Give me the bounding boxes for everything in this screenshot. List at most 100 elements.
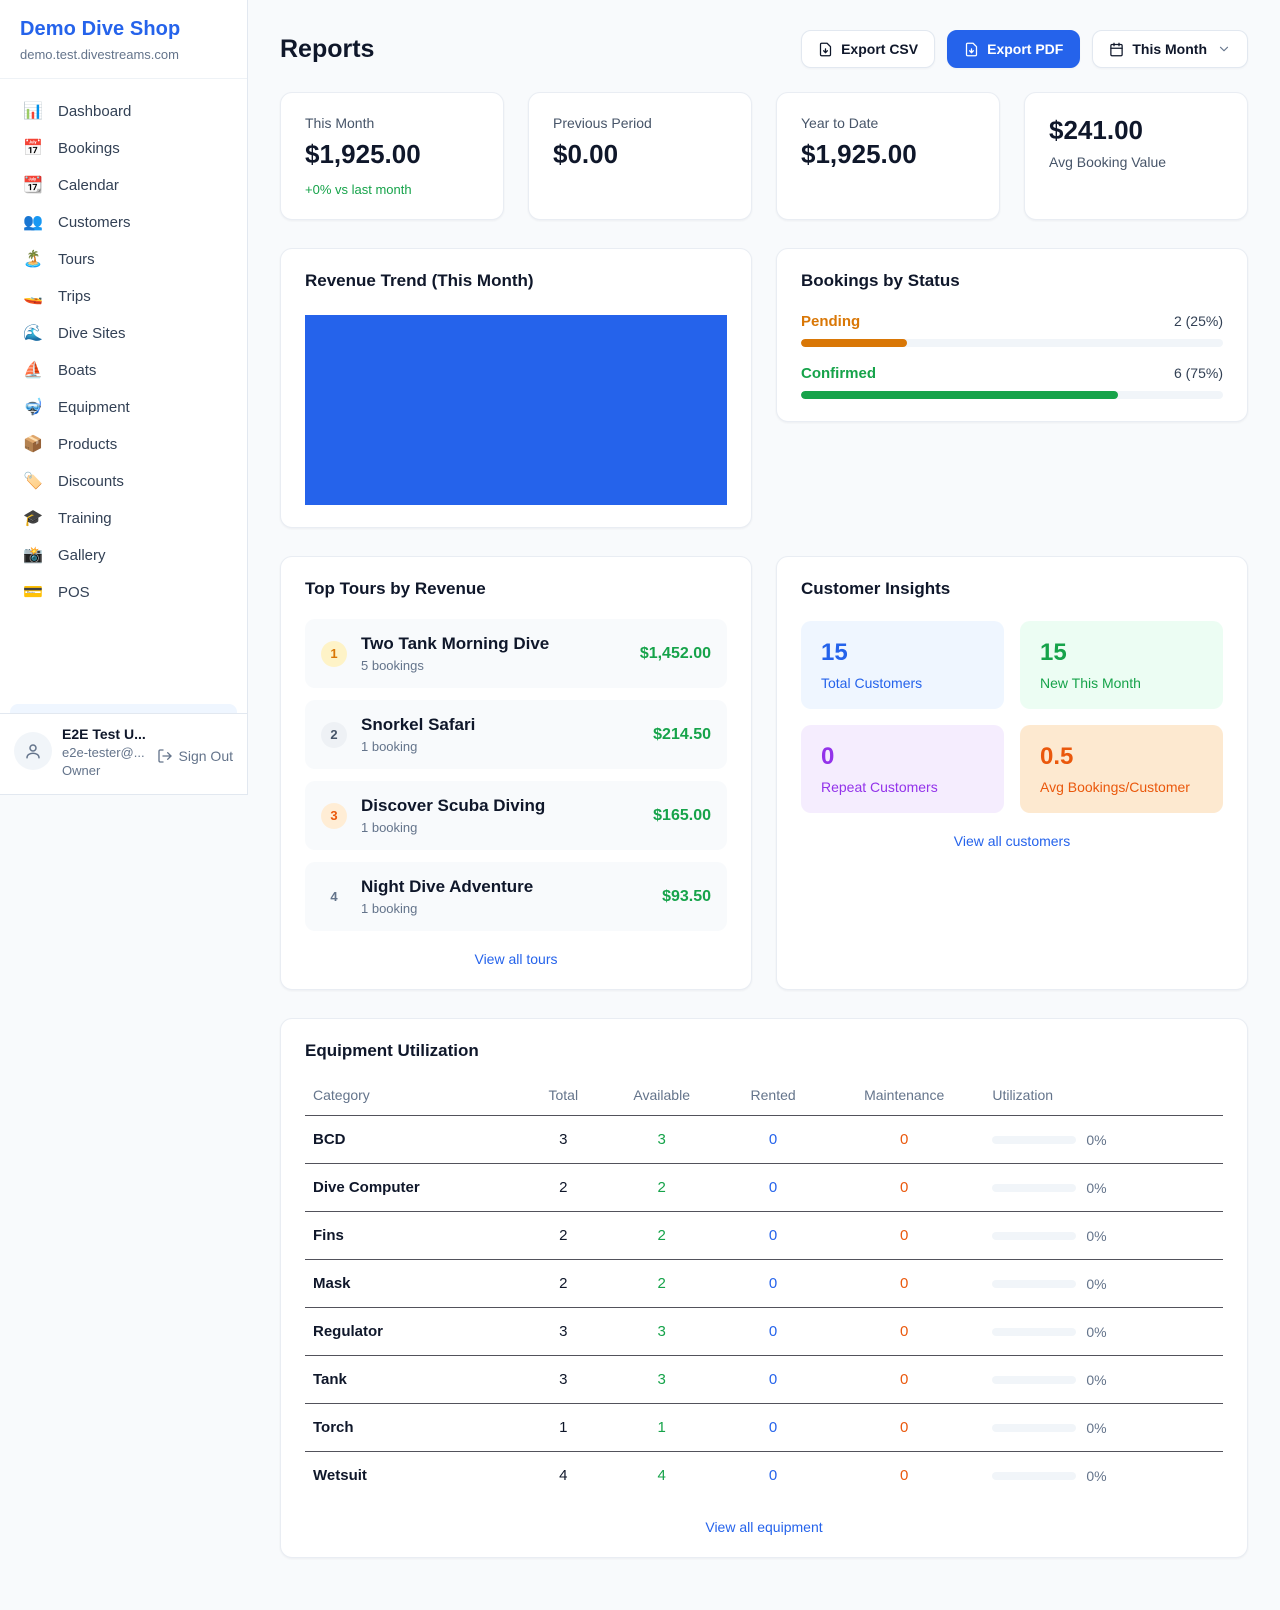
equipment-icon: 🤿: [23, 398, 43, 416]
equipment-category: Fins: [305, 1211, 526, 1260]
stat-value: $1,925.00: [801, 139, 917, 169]
table-row-torch: Torch 1 1 0 0 0%: [305, 1403, 1223, 1452]
utilization-wrap: 0%: [992, 1132, 1215, 1148]
tour-revenue: $165.00: [653, 806, 711, 824]
utilization-percent: 0%: [1086, 1371, 1107, 1388]
equipment-available: 3: [601, 1115, 723, 1164]
sidebar-item-tours[interactable]: 🏝️ Tours: [12, 241, 235, 278]
page-title: Reports: [280, 34, 375, 63]
equipment-available: 3: [601, 1307, 723, 1356]
chevron-down-icon: [1217, 42, 1231, 56]
equipment-maintenance: 0: [824, 1355, 985, 1404]
sidebar-item-pos[interactable]: 💳 POS: [12, 574, 235, 611]
gallery-icon: 📸: [23, 546, 43, 564]
equipment-maintenance: 0: [824, 1403, 985, 1452]
stat-card-previous-period: Previous Period $0.00: [528, 92, 752, 220]
tour-bookings-count: 1 booking: [361, 739, 418, 754]
equipment-maintenance: 0: [824, 1259, 985, 1308]
equipment-available: 4: [657, 1467, 666, 1484]
utilization-percent: 0%: [1086, 1275, 1107, 1292]
equipment-category: Tank: [305, 1355, 526, 1404]
sidebar-item-dashboard[interactable]: 📊 Dashboard: [12, 93, 235, 130]
equipment-utilization: 0%: [984, 1307, 1223, 1356]
sidebar-item-label: Training: [58, 510, 112, 527]
sidebar-item-equipment[interactable]: 🤿 Equipment: [12, 389, 235, 426]
period-dropdown[interactable]: This Month: [1092, 30, 1248, 68]
tour-row-snorkel-safari: 2 Snorkel Safari 1 booking $214.50: [305, 700, 727, 769]
stat-value: $0.00: [553, 139, 619, 169]
sign-out-button[interactable]: Sign Out: [157, 748, 233, 764]
equipment-utilization: 0%: [984, 1452, 1223, 1500]
table-row-mask: Mask 2 2 0 0 0%: [305, 1259, 1223, 1308]
equipment-category: BCD: [305, 1115, 526, 1164]
view-all-customers-link[interactable]: View all customers: [953, 833, 1071, 849]
sidebar-item-products[interactable]: 📦 Products: [12, 426, 235, 463]
revenue-trend-chart: [305, 315, 727, 505]
tour-revenue: $1,452.00: [639, 644, 711, 662]
rank-badge: 2: [321, 721, 347, 748]
sidebar-item-bookings[interactable]: 📅 Bookings: [12, 130, 235, 167]
export-csv-button[interactable]: Export CSV: [801, 30, 936, 68]
tour-row-two-tank-morning-dive: 1 Two Tank Morning Dive 5 bookings $1,452.0…: [305, 619, 727, 688]
equipment-total: 3: [525, 1355, 602, 1404]
equipment-available: 2: [601, 1259, 723, 1308]
tour-info: Night Dive Adventure 1 booking: [361, 877, 648, 916]
view-all-tours-link[interactable]: View all tours: [474, 951, 558, 967]
export-pdf-button[interactable]: Export PDF: [947, 30, 1081, 68]
equipment-utilization-title: Equipment Utilization: [305, 1041, 479, 1060]
sidebar-item-calendar[interactable]: 📆 Calendar: [12, 167, 235, 204]
sidebar-item-trips[interactable]: 🚤 Trips: [12, 278, 235, 315]
sidebar-item-discounts[interactable]: 🏷️ Discounts: [12, 463, 235, 500]
column-header-total: Total: [525, 1075, 602, 1116]
sidebar-item-label: Tours: [58, 251, 95, 268]
discounts-icon: 🏷️: [23, 472, 43, 490]
table-row-bcd: BCD 3 3 0 0 0%: [305, 1115, 1223, 1164]
sign-out-label: Sign Out: [178, 748, 233, 764]
user-avatar: [14, 732, 52, 770]
user-meta: E2E Test U... e2e-tester@... Owner: [62, 726, 147, 778]
sidebar-item-label: Discounts: [58, 473, 124, 490]
utilization-bar: [992, 1423, 1077, 1432]
dashboard-icon: 📊: [23, 102, 43, 120]
utilization-wrap: 0%: [992, 1468, 1215, 1484]
equipment-maintenance: 0: [824, 1163, 985, 1212]
sidebar-item-training[interactable]: 🎓 Training: [12, 500, 235, 537]
status-label: Pending: [801, 313, 861, 330]
stats-row: This Month $1,925.00 +0% vs last month Prev…: [280, 92, 1248, 220]
equipment-utilization: 0%: [984, 1211, 1223, 1260]
equipment-available: 3: [601, 1355, 723, 1404]
equipment-rented: 0: [768, 1467, 778, 1484]
table-row-dive-computer: Dive Computer 2 2 0 0 0%: [305, 1163, 1223, 1212]
sidebar: Demo Dive Shop demo.test.divestreams.com…: [0, 0, 248, 795]
tour-name: Two Tank Morning Dive: [361, 634, 550, 653]
stat-card-avg-booking-value: $241.00 Avg Booking Value: [1024, 92, 1248, 220]
utilization-wrap: 0%: [992, 1276, 1215, 1292]
insight-value: 15: [1040, 639, 1067, 666]
insight-value: 0.5: [1040, 743, 1074, 770]
page-header: Reports Export CSV Export: [280, 30, 1248, 68]
status-progress-fill: [801, 391, 1118, 399]
rank-badge: 1: [321, 640, 347, 667]
sidebar-item-customers[interactable]: 👥 Customers: [12, 204, 235, 241]
column-header-category: Category: [305, 1075, 526, 1116]
sidebar-item-dive-sites[interactable]: 🌊 Dive Sites: [12, 315, 235, 352]
sidebar-item-gallery[interactable]: 📸 Gallery: [12, 537, 235, 574]
view-all-equipment-link[interactable]: View all equipment: [705, 1519, 823, 1535]
pos-icon: 💳: [23, 583, 43, 601]
sidebar-item-boats[interactable]: ⛵ Boats: [12, 352, 235, 389]
sidebar-item-label: Boats: [58, 362, 97, 379]
equipment-category: Dive Computer: [305, 1163, 526, 1212]
sidebar-item-reports-active-partial[interactable]: [10, 704, 237, 713]
sidebar-item-label: Dive Sites: [58, 325, 126, 342]
export-pdf-label: Export PDF: [987, 41, 1064, 57]
equipment-utilization: 0%: [984, 1115, 1223, 1164]
tour-name: Night Dive Adventure: [361, 877, 534, 896]
sidebar-item-label: Products: [58, 436, 118, 453]
column-header-maintenance: Maintenance: [824, 1075, 985, 1116]
file-download-icon: [818, 42, 833, 57]
tour-bookings-count: 1 booking: [361, 820, 418, 835]
table-row-regulator: Regulator 3 3 0 0 0%: [305, 1307, 1223, 1356]
insights-row: Top Tours by Revenue 1 Two Tank Morning D…: [280, 556, 1248, 990]
equipment-maintenance: 0: [824, 1115, 985, 1164]
utilization-wrap: 0%: [992, 1228, 1215, 1244]
